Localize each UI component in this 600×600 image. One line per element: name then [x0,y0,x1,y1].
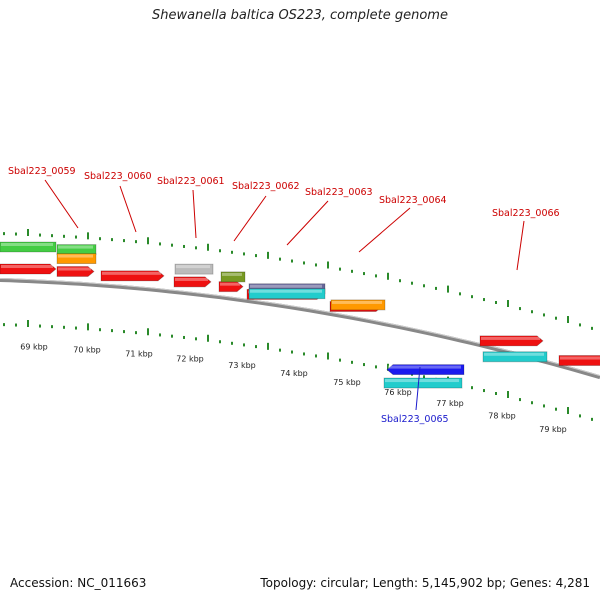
callout-line [516,220,525,271]
gene-feature [482,351,548,363]
gene-feature [330,299,386,311]
cds-forward-feature [56,266,95,277]
genome-backbone [0,278,600,380]
tick-label: 79 kbp [539,425,567,434]
tick-label: 72 kbp [176,355,204,364]
gene-label: Sbal223_0062 [232,181,300,192]
gene-feature [174,263,214,275]
cds-forward-feature [173,276,212,288]
tick-label: 69 kbp [20,342,48,351]
cds-forward-feature [558,355,600,366]
tick-label: 76 kbp [384,388,412,397]
cds-forward-feature [0,263,57,275]
callout-line [415,366,421,411]
tick-label: 74 kbp [280,369,308,378]
cds-forward-feature [100,270,165,282]
accession-text: Accession: NC_011663 [10,576,147,590]
tick-label: 78 kbp [488,412,516,421]
map-title: Shewanella baltica OS223, complete genom… [152,8,448,23]
gene-label: Sbal223_0064 [379,195,447,206]
gene-feature [248,288,326,300]
cds-forward-feature [479,335,544,347]
tick-label: 73 kbp [228,361,256,370]
callout-line [44,179,79,229]
gene-label: Sbal223_0059 [8,166,76,177]
gene-label: Sbal223_0061 [157,176,225,187]
gene-label: Sbal223_0060 [84,171,152,182]
tick-label: 71 kbp [125,349,153,358]
callout-line [286,200,329,246]
genome-stats-text: Topology: circular; Length: 5,145,902 bp… [260,576,590,590]
gene-feature [383,377,463,389]
tick-label: 75 kbp [333,378,361,387]
callout-line [119,185,137,233]
gene-feature [220,271,246,283]
tick-label: 77 kbp [436,399,464,408]
gene-label: Sbal223_0065 [381,414,449,425]
gene-label: Sbal223_0066 [492,208,560,219]
callout-line [233,195,267,242]
gene-feature [0,241,57,253]
callout-line [358,207,411,253]
gene-feature [56,253,97,264]
gene-label: Sbal223_0063 [305,187,373,198]
tick-label: 70 kbp [73,345,101,354]
callout-line [192,189,197,239]
cds-reverse-feature [386,364,465,375]
